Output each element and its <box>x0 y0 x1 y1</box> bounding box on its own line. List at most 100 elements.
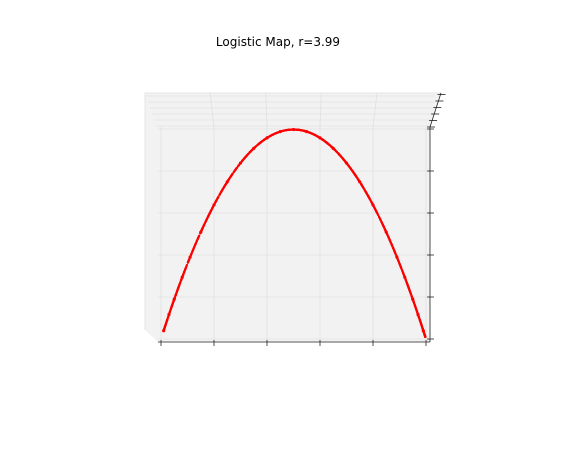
iterate-point <box>423 332 426 335</box>
iterate-point <box>183 269 186 273</box>
iterate-point <box>311 132 314 135</box>
iterate-point <box>296 128 300 131</box>
iterate-point <box>355 175 358 178</box>
iterate-point <box>316 135 319 138</box>
iterate-point <box>168 312 171 316</box>
iterate-point <box>403 274 406 277</box>
iterate-point <box>410 294 413 297</box>
iterate-point <box>220 190 223 193</box>
iterate-point <box>423 334 426 337</box>
iterate-point <box>165 320 168 324</box>
iterate-point <box>404 277 407 281</box>
iterate-point <box>414 306 417 309</box>
iterate-point <box>253 146 257 149</box>
iterate-point <box>319 137 322 140</box>
iterate-point <box>262 138 266 141</box>
iterate-point <box>196 237 200 240</box>
iterate-point <box>228 176 232 179</box>
iterate-point <box>182 273 185 276</box>
back-pane <box>145 93 441 127</box>
back-grid-line-3 <box>372 92 378 128</box>
iterate-point <box>420 324 423 327</box>
iterate-point <box>408 287 411 291</box>
iterate-point <box>364 191 368 194</box>
iterate-point <box>298 128 302 132</box>
iterate-point <box>179 279 182 283</box>
iterate-point <box>392 247 395 251</box>
iterate-point <box>241 159 244 162</box>
iterate-point <box>211 205 215 209</box>
iterate-point <box>234 168 237 171</box>
iterate-point <box>333 148 336 151</box>
iterate-point <box>323 140 326 143</box>
iterate-point <box>394 253 398 256</box>
iterate-point <box>405 281 408 284</box>
axes <box>158 92 446 346</box>
iterate-point <box>286 128 289 132</box>
iterate-point <box>351 170 354 173</box>
iterate-point <box>401 271 405 274</box>
iterate-point <box>176 288 179 291</box>
iterate-point <box>306 130 310 134</box>
iterate-point <box>222 187 225 190</box>
iterate-point <box>417 314 420 317</box>
iterate-point <box>314 134 317 137</box>
iterate-point <box>309 131 312 135</box>
iterate-point <box>273 132 276 135</box>
iterate-point <box>421 327 424 331</box>
iterate-point <box>377 215 381 218</box>
iterate-point <box>288 128 292 131</box>
iterate-point <box>195 239 198 243</box>
iterate-point <box>249 150 252 154</box>
iterate-point <box>260 140 264 143</box>
iterate-point <box>172 299 175 303</box>
iterate-point <box>345 161 348 164</box>
iterate-point <box>279 130 282 133</box>
iterate-point <box>226 180 229 183</box>
iterate-point <box>204 221 207 224</box>
iterate-point <box>374 208 377 211</box>
iterate-point <box>400 267 403 270</box>
side-pane <box>145 93 158 342</box>
iterate-point <box>198 234 201 237</box>
iterate-point <box>167 315 170 318</box>
iterate-point <box>411 296 414 299</box>
iterate-point <box>164 323 167 326</box>
iterate-point <box>406 284 409 287</box>
iterate-point <box>358 180 361 183</box>
iterate-point <box>388 239 391 242</box>
iterate-point <box>218 193 221 196</box>
iterate-point <box>163 325 166 329</box>
data-points <box>162 127 427 339</box>
iterate-point <box>380 220 383 223</box>
iterate-point <box>395 256 399 259</box>
iterate-point <box>350 168 353 171</box>
iterate-point <box>180 277 183 281</box>
iterate-point <box>258 142 261 145</box>
iterate-point <box>330 145 333 149</box>
iterate-point <box>387 235 390 238</box>
y-axis-line <box>429 92 442 128</box>
iterate-point <box>200 229 203 232</box>
iterate-point <box>371 202 374 205</box>
iterate-point <box>245 154 248 157</box>
iterate-point <box>291 128 294 131</box>
iterate-point <box>377 213 380 217</box>
iterate-point <box>384 230 387 233</box>
iterate-point <box>342 158 345 161</box>
iterate-point <box>170 305 173 308</box>
floor-pane <box>158 127 430 342</box>
iterate-point <box>391 245 394 248</box>
iterate-point <box>209 211 212 214</box>
iterate-point <box>305 130 308 133</box>
iterate-point <box>194 243 197 246</box>
iterate-point <box>383 228 386 231</box>
back-grid-line-2 <box>319 92 322 128</box>
iterate-point <box>302 129 306 132</box>
iterate-point <box>239 161 242 164</box>
iterate-point <box>419 322 423 325</box>
iterate-point <box>210 208 213 212</box>
iterate-point <box>326 142 329 145</box>
iterate-point <box>418 319 422 322</box>
